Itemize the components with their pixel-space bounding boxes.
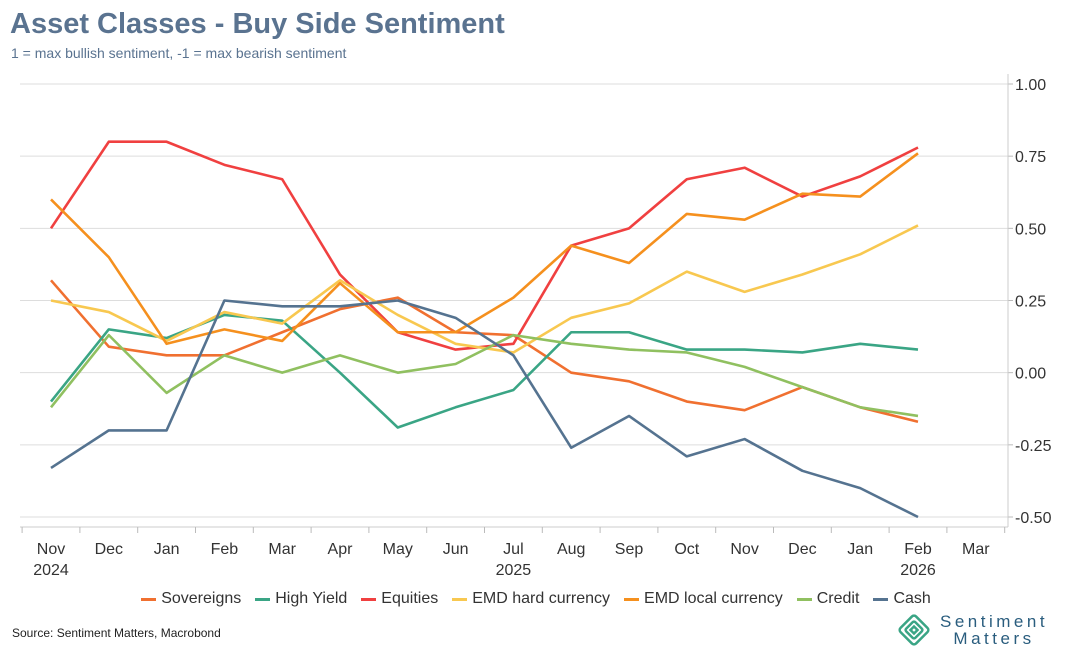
series-line-emd-local-currency	[50, 152, 919, 346]
legend-label: Credit	[816, 590, 860, 607]
series-line-equities	[49, 140, 919, 351]
x-tick-label: Dec	[788, 541, 816, 558]
series-line-credit	[49, 333, 919, 418]
x-tick-label: Nov	[37, 541, 65, 558]
x-tick-label: Sep	[615, 541, 644, 558]
y-tick-label: 0.00	[1015, 366, 1046, 383]
legend-item: Sovereigns	[141, 590, 241, 608]
x-tick-label: Dec	[95, 541, 123, 558]
y-tick-label: 0.75	[1015, 149, 1046, 166]
legend-label: Sovereigns	[161, 590, 242, 607]
legend-label: Cash	[893, 590, 931, 607]
x-tick-label: Oct	[674, 541, 699, 558]
x-tick-label: Feb	[904, 541, 932, 558]
y-tick-label: 1.00	[1015, 77, 1046, 94]
x-tick-label: Jun	[443, 541, 469, 558]
y-tick-label: -0.50	[1015, 510, 1052, 527]
logo-diamond-icon	[898, 614, 930, 646]
y-tick-label: 0.25	[1015, 294, 1046, 311]
logo: Sentiment Matters	[896, 612, 1048, 648]
x-tick-label: Jan	[154, 541, 180, 558]
legend-label: EMD local currency	[644, 590, 783, 607]
logo-line2: Matters	[953, 629, 1035, 648]
legend-item: EMD hard currency	[452, 590, 610, 608]
x-tick-label: Mar	[962, 541, 990, 558]
x-year-label: 2025	[496, 562, 532, 579]
legend-label: EMD hard currency	[472, 590, 611, 607]
legend-swatch	[141, 597, 157, 601]
plot-area: 1.00 0.75 0.50 0.25 0.00 -0.25 -0.50 Nov Dec Jan F…	[20, 74, 1052, 579]
y-tick-label: 0.50	[1015, 221, 1046, 238]
x-year-label: 2026	[900, 562, 936, 579]
legend-label: High Yield	[275, 590, 348, 607]
chart-subtitle: 1 = max bullish sentiment, -1 = max bear…	[11, 45, 347, 61]
legend-swatch	[873, 597, 889, 601]
legend: Sovereigns High Yield Equities EMD hard cur…	[0, 590, 1072, 608]
logo-line1: Sentiment	[940, 612, 1049, 631]
y-tick-label: -0.25	[1015, 438, 1052, 455]
x-tick-label: Mar	[268, 541, 296, 558]
series-line-cash	[50, 299, 919, 519]
series-line-sovereigns	[50, 279, 919, 424]
x-tick-label: May	[383, 541, 413, 558]
legend-item: High Yield	[255, 590, 347, 608]
x-tick-label: Jul	[503, 541, 523, 558]
x-tick-label: Nov	[730, 541, 758, 558]
legend-item: Equities	[361, 590, 438, 608]
legend-swatch	[255, 597, 271, 601]
legend-swatch	[796, 597, 812, 601]
legend-item: Credit	[796, 590, 860, 608]
x-tick-label: Feb	[211, 541, 239, 558]
x-tick-label: Apr	[328, 541, 354, 558]
x-tick-label: Aug	[557, 541, 585, 558]
source-note: Source: Sentiment Matters, Macrobond	[12, 626, 221, 640]
legend-item: Cash	[873, 590, 931, 608]
series-line-high-yield	[49, 313, 919, 429]
chart-title: Asset Classes - Buy Side Sentiment	[10, 8, 505, 40]
legend-label: Equities	[381, 590, 439, 607]
legend-item: EMD local currency	[624, 590, 783, 608]
legend-swatch	[452, 597, 468, 601]
logo-text: Sentiment Matters	[940, 613, 1048, 647]
x-year-label: 2024	[33, 562, 69, 579]
legend-swatch	[361, 597, 377, 601]
legend-swatch	[624, 597, 640, 601]
x-tick-label: Jan	[847, 541, 873, 558]
